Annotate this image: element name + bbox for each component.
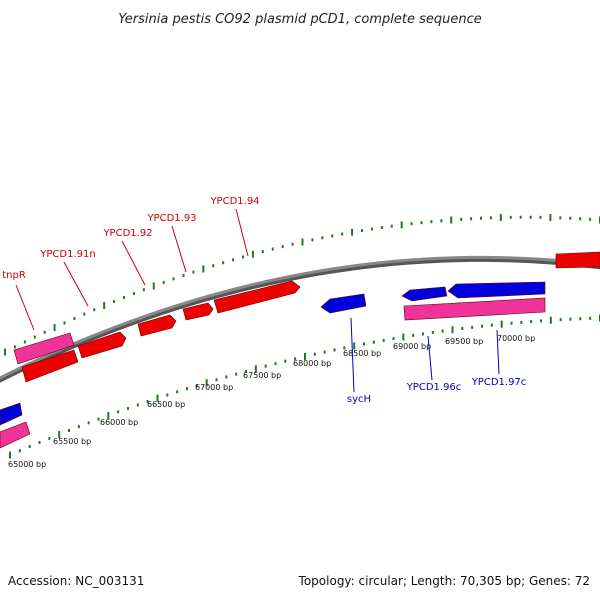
gene-label-leader bbox=[63, 261, 89, 307]
gene-YPCD1-97c-rna[interactable] bbox=[403, 297, 546, 321]
gene-left-reverse[interactable] bbox=[0, 402, 23, 426]
scale-label: 68500 bp bbox=[343, 349, 381, 358]
feature-layer bbox=[0, 251, 600, 449]
gene-tnpR[interactable] bbox=[21, 349, 79, 383]
backbone-shadow bbox=[0, 256, 600, 383]
gene-label-leader bbox=[121, 240, 146, 286]
gene-label-leader bbox=[235, 208, 249, 257]
scale-label: 67000 bp bbox=[195, 383, 233, 392]
gene-YPCD1-91n[interactable] bbox=[77, 331, 127, 359]
gene-YPCD1-93[interactable] bbox=[182, 302, 214, 321]
gene-label-leader bbox=[171, 225, 187, 273]
backbone-circle bbox=[0, 255, 600, 380]
gene-right-forward[interactable] bbox=[555, 251, 600, 269]
topology-summary: Topology: circular; Length: 70,305 bp; G… bbox=[298, 574, 590, 588]
gene-YPCD1-92[interactable] bbox=[137, 314, 177, 337]
gene-label[interactable]: YPCD1.92 bbox=[102, 228, 152, 239]
gene-label[interactable]: YPCD1.93 bbox=[146, 213, 196, 224]
gene-label[interactable]: YPCD1.97c bbox=[471, 377, 527, 388]
scale-label: 69500 bp bbox=[445, 337, 483, 346]
scale-label: 66500 bp bbox=[147, 400, 185, 409]
outer-tick-ring bbox=[4, 214, 600, 356]
scale-label: 65500 bp bbox=[53, 437, 91, 446]
scale-label: 66000 bp bbox=[100, 418, 138, 427]
accession-text: Accession: NC_003131 bbox=[8, 574, 144, 588]
label-layer: tnpR YPCD1.91n YPCD1.92 YPCD1.93 YPCD1.94 syc… bbox=[2, 196, 526, 405]
gene-label[interactable]: YPCD1.94 bbox=[209, 196, 259, 207]
scale-label: 69000 bp bbox=[393, 342, 431, 351]
gene-label-leader bbox=[496, 329, 500, 375]
gene-label[interactable]: sycH bbox=[347, 394, 371, 405]
gene-YPCD1-96c[interactable] bbox=[401, 286, 448, 302]
gene-tnpR-rna[interactable] bbox=[13, 332, 75, 365]
gene-label-leader bbox=[15, 284, 35, 331]
backbone-layer bbox=[0, 255, 600, 383]
scale-label: 68000 bp bbox=[293, 359, 331, 368]
gene-label-leader bbox=[427, 335, 433, 381]
gene-YPCD1-97c[interactable] bbox=[447, 281, 546, 299]
scale-label: 70000 bp bbox=[497, 334, 535, 343]
scale-label: 67500 bp bbox=[243, 371, 281, 380]
gene-label-leader bbox=[350, 317, 355, 393]
gene-label[interactable]: tnpR bbox=[2, 270, 26, 281]
gene-left-rna[interactable] bbox=[0, 421, 31, 449]
map-title: Yersinia pestis CO92 plasmid pCD1, compl… bbox=[118, 12, 481, 27]
scale-label: 65000 bp bbox=[8, 460, 46, 469]
gene-label[interactable]: YPCD1.96c bbox=[406, 382, 462, 393]
gene-label[interactable]: YPCD1.91n bbox=[39, 249, 95, 260]
gene-sycH[interactable] bbox=[320, 293, 367, 314]
gene-YPCD1-94[interactable] bbox=[213, 280, 301, 314]
inner-tick-ring: 65000 bp 65500 bp 66000 bp 66500 bp 67000 bp… bbox=[8, 314, 600, 469]
